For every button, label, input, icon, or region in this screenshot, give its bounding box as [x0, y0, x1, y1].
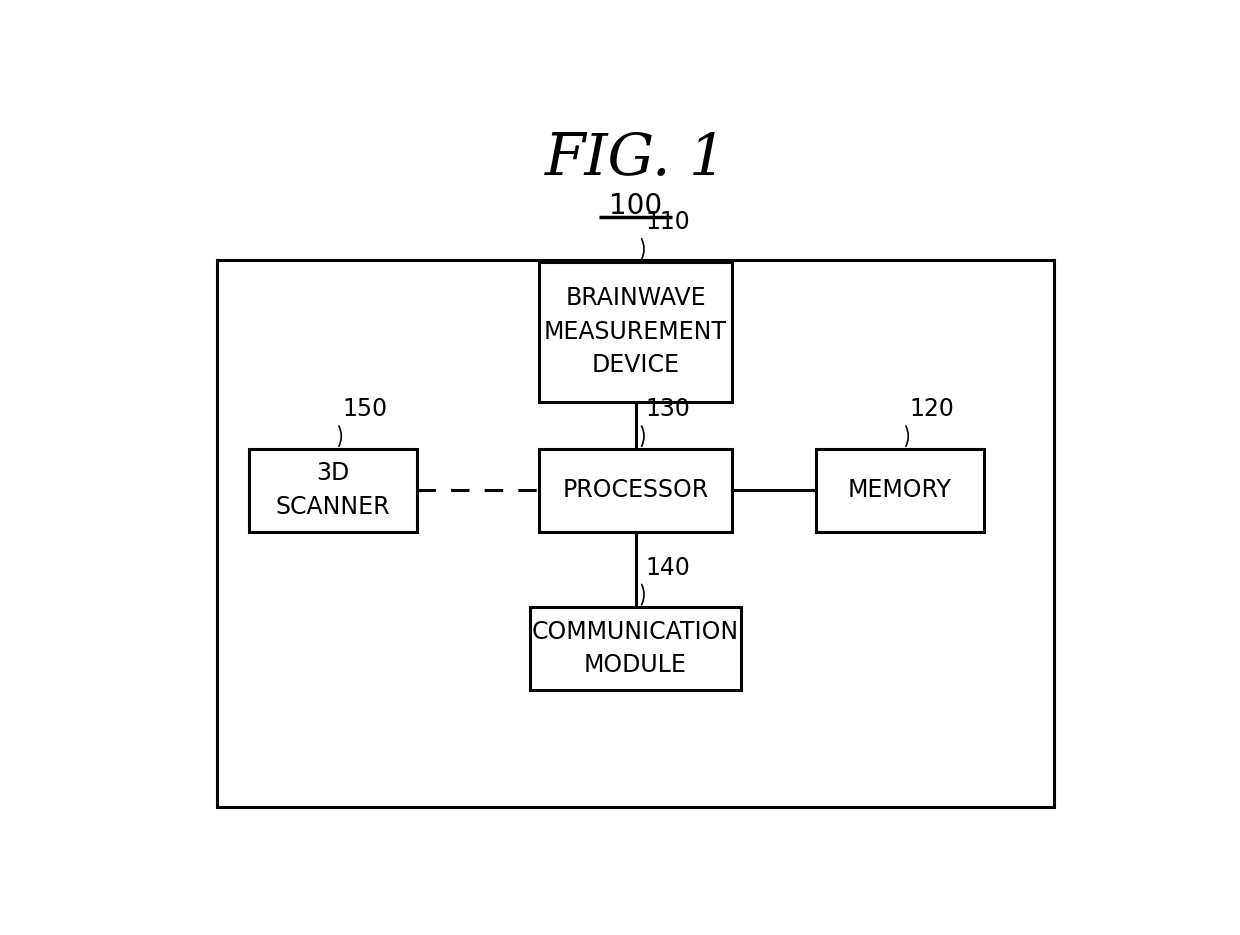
- Text: 120: 120: [909, 397, 955, 421]
- Text: PROCESSOR: PROCESSOR: [563, 478, 708, 502]
- Text: BRAINWAVE
MEASUREMENT
DEVICE: BRAINWAVE MEASUREMENT DEVICE: [544, 286, 727, 378]
- Text: 100: 100: [609, 192, 662, 220]
- Text: 110: 110: [645, 210, 689, 234]
- Text: 150: 150: [342, 397, 388, 421]
- Bar: [539, 262, 732, 402]
- Text: 3D
SCANNER: 3D SCANNER: [275, 462, 391, 519]
- Bar: [539, 449, 732, 532]
- Bar: [529, 607, 742, 690]
- Text: MEMORY: MEMORY: [848, 478, 952, 502]
- Text: FIG. 1: FIG. 1: [544, 131, 727, 187]
- Text: COMMUNICATION
MODULE: COMMUNICATION MODULE: [532, 620, 739, 677]
- Text: 140: 140: [645, 555, 689, 580]
- Bar: [249, 449, 417, 532]
- Text: 130: 130: [645, 397, 689, 421]
- Bar: [816, 449, 983, 532]
- Bar: [217, 260, 1054, 807]
